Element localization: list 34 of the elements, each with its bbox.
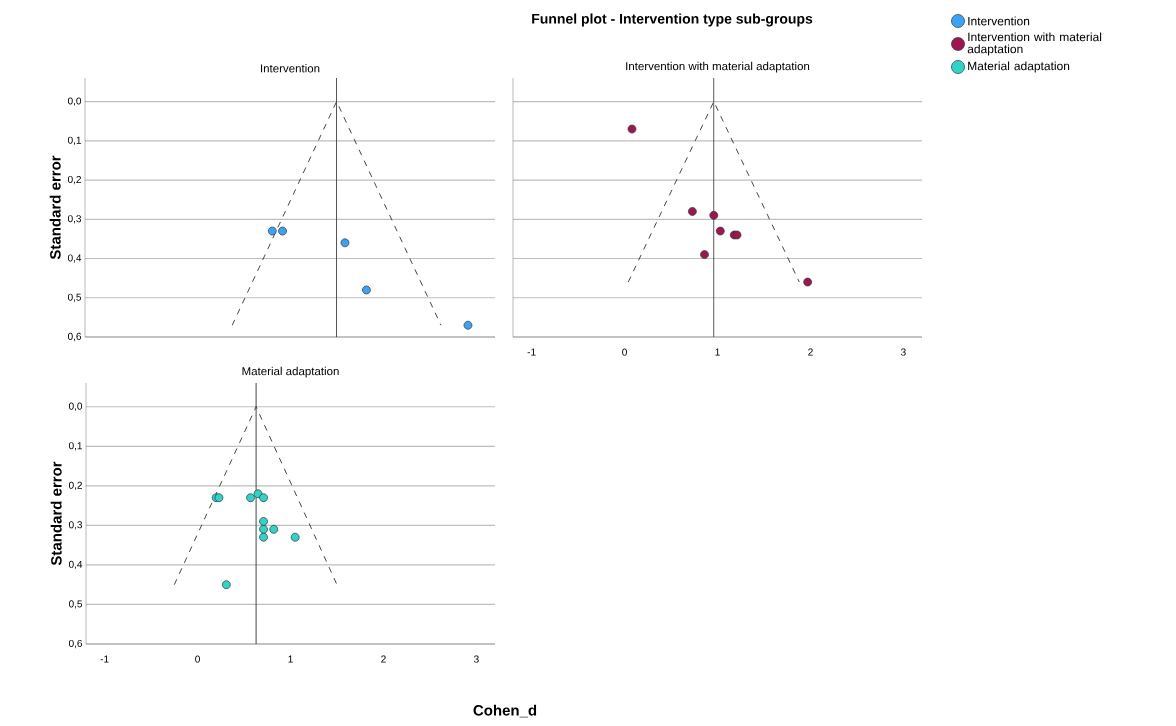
x-tick-label: 0 xyxy=(622,348,627,356)
x-tick-label: 2 xyxy=(381,655,386,663)
chart-title: Intervention with material adaptation xyxy=(626,61,810,73)
y-tick-label: 0,1 xyxy=(67,136,81,145)
y-tick-label: 0,2 xyxy=(67,175,81,185)
y-tick-label: 0,1 xyxy=(68,442,82,451)
y-axis-title: Standard error xyxy=(50,461,62,566)
y-tick-label: 0,6 xyxy=(68,639,83,649)
text: Funnel plot - Intervention type sub-groups xyxy=(532,13,813,27)
y-tick-label: 0,4 xyxy=(68,560,83,570)
x-tick-label: -1 xyxy=(527,348,536,356)
chart-title: Material adaptation xyxy=(242,366,339,378)
y-tick-label: 0,6 xyxy=(67,332,82,342)
x-tick-label: 1 xyxy=(288,655,293,663)
x-tick-label: 3 xyxy=(474,655,479,663)
legend-label: Intervention xyxy=(968,16,1030,26)
chart-title: Intervention xyxy=(261,64,320,73)
x-tick-label: 1 xyxy=(715,348,720,356)
x-axis-title: Cohen_d xyxy=(473,704,537,718)
y-tick-label: 0,5 xyxy=(67,293,82,302)
y-tick-label: 0,3 xyxy=(68,521,83,530)
x-tick-label: -1 xyxy=(100,655,109,663)
y-tick-label: 0,4 xyxy=(67,254,82,263)
y-axis-title: Standard error xyxy=(49,155,61,260)
y-tick-label: 0,0 xyxy=(67,97,82,106)
y-tick-label: 0,3 xyxy=(67,215,82,224)
text: Intervention with material adaptation xyxy=(967,32,1102,56)
y-tick-label: 0,2 xyxy=(68,481,82,490)
y-tick-label: 0,5 xyxy=(68,600,83,609)
text: Material adaptation xyxy=(968,61,1070,73)
x-tick-label: 0 xyxy=(195,655,200,663)
x-tick-label: 2 xyxy=(808,348,813,356)
y-tick-label: 0,0 xyxy=(68,402,83,411)
x-tick-label: 3 xyxy=(901,348,906,356)
